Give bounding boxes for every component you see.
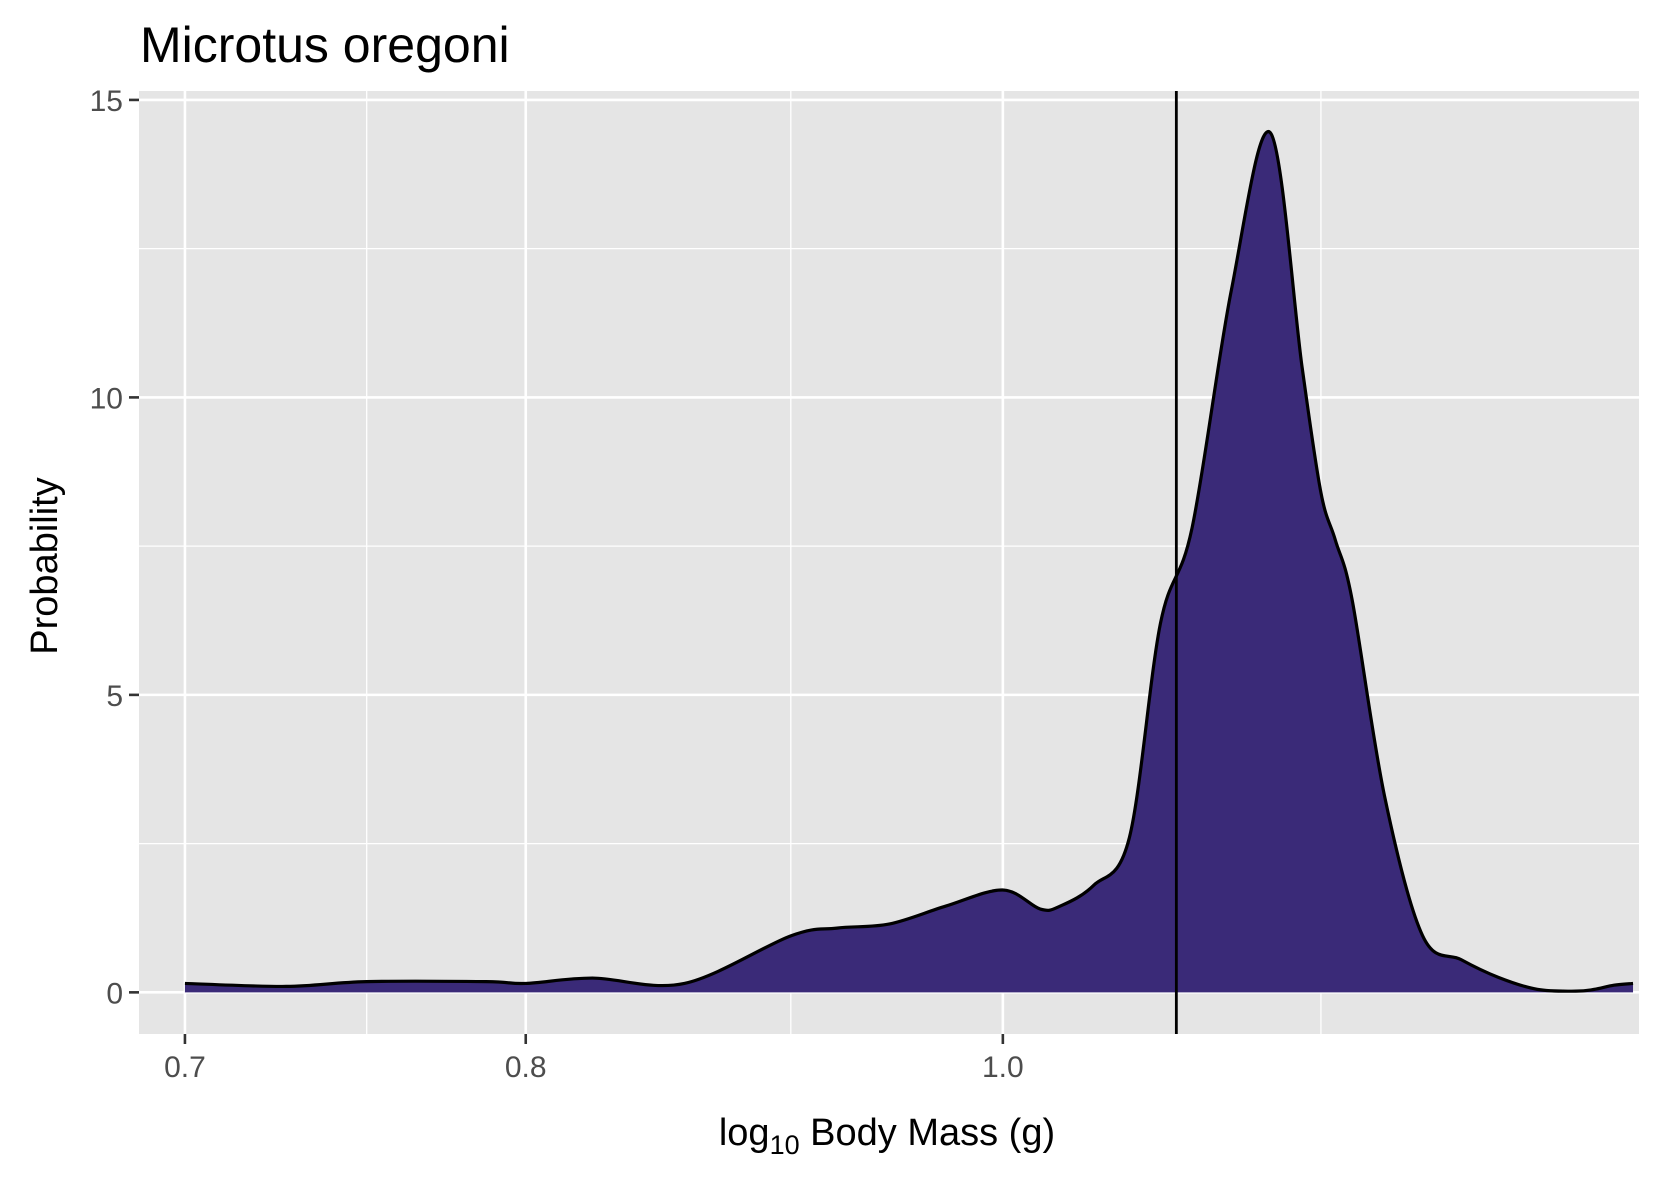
y-tick-label: 15 xyxy=(90,85,123,118)
y-tick-label: 10 xyxy=(90,382,123,415)
x-axis-title: log10 Body Mass (g) xyxy=(719,1112,1055,1160)
x-tick-label: 0.7 xyxy=(164,1051,206,1084)
y-tick-label: 5 xyxy=(106,680,123,713)
plot-panel xyxy=(139,91,1639,1034)
x-tick-label: 0.8 xyxy=(505,1051,547,1084)
x-axis-title-prefix: log xyxy=(719,1112,770,1154)
density-line xyxy=(184,130,1634,993)
chart-title: Microtus oregoni xyxy=(140,17,510,73)
x-tick-label: 1.0 xyxy=(982,1051,1024,1084)
y-tick-label: 0 xyxy=(106,977,123,1010)
y-axis-title: Probability xyxy=(24,477,66,654)
axes: 0 5 10 15 0.7 0.8 1.0 xyxy=(90,85,1024,1084)
density-layer xyxy=(184,130,1634,993)
x-axis-title-suffix: Body Mass (g) xyxy=(800,1112,1056,1154)
density-area xyxy=(184,131,1634,993)
x-axis-title-subscript: 10 xyxy=(770,1130,800,1160)
